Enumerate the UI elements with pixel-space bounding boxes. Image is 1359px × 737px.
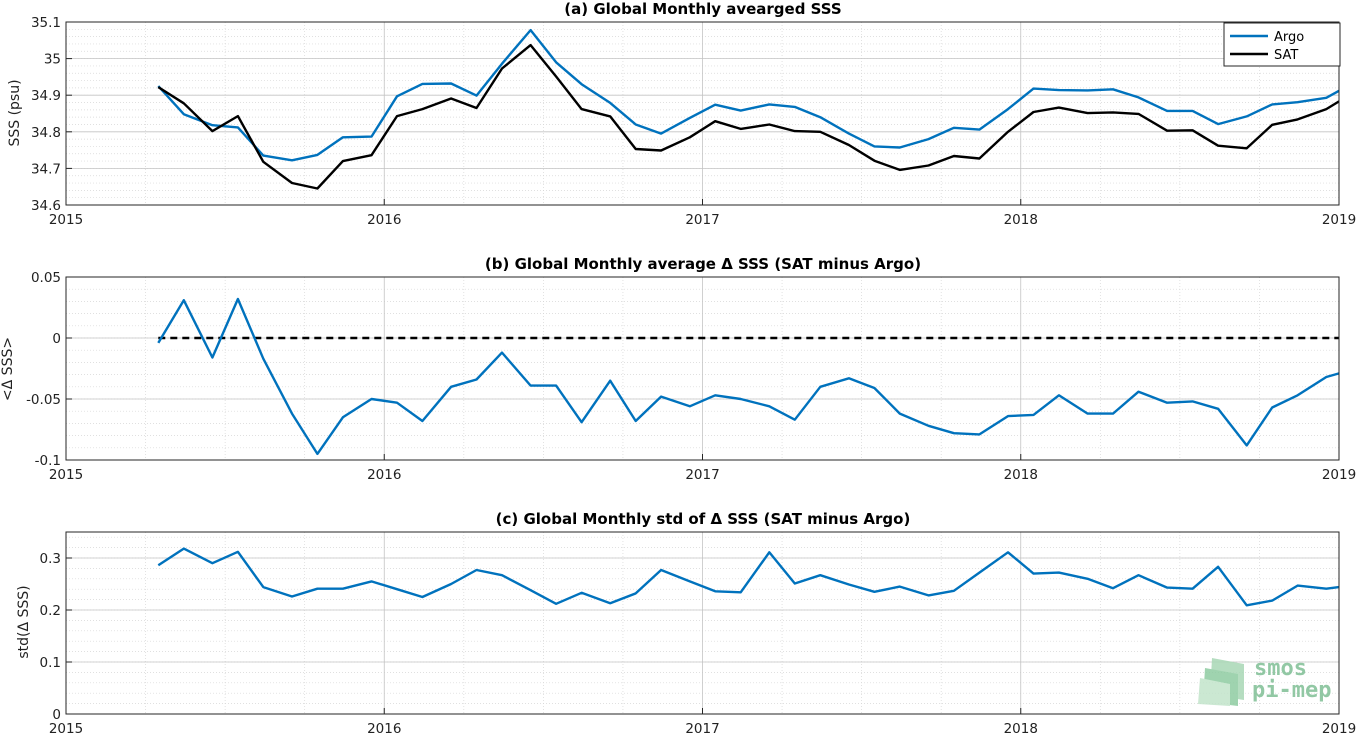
x-tick-label: 2019 (1322, 467, 1356, 483)
y-tick-label: 0.1 (40, 655, 61, 671)
panel-c-ylabel: std(Δ SSS) (16, 585, 32, 658)
series-line-panel-c (157, 547, 1340, 607)
x-tick-label: 2019 (1322, 212, 1356, 228)
panel-c-title: (c) Global Monthly std of Δ SSS (SAT min… (496, 510, 911, 528)
y-tick-label: 34.8 (31, 125, 61, 141)
y-tick-label: 0 (52, 707, 61, 723)
x-tick-label: 2018 (1004, 467, 1038, 483)
panel-c-std-delta-sss-chart: (c) Global Monthly std of Δ SSS (SAT min… (16, 510, 1356, 737)
y-tick-label: 34.9 (31, 88, 61, 104)
series-line-sat (157, 43, 1340, 190)
x-tick-label: 2016 (367, 721, 401, 737)
series-line-argo (157, 28, 1340, 162)
y-tick-label: -0.05 (26, 392, 61, 408)
x-tick-label: 2018 (1004, 212, 1038, 228)
x-tick-label: 2017 (685, 212, 719, 228)
panel-b-title: (b) Global Monthly average Δ SSS (SAT mi… (485, 255, 921, 273)
panel-a-sss-chart: (a) Global Monthly avearged SSS SSS (psu… (7, 0, 1356, 228)
y-tick-label: 34.7 (31, 161, 61, 177)
panel-a-ylabel: SSS (psu) (7, 79, 23, 146)
panel-b-delta-sss-chart: (b) Global Monthly average Δ SSS (SAT mi… (0, 255, 1356, 483)
x-tick-label: 2015 (49, 467, 83, 483)
legend-label-argo: Argo (1274, 30, 1304, 45)
panel-b-ylabel: <Δ SSS> (0, 337, 16, 401)
y-tick-label: 35 (44, 52, 61, 68)
x-tick-label: 2015 (49, 721, 83, 737)
x-tick-label: 2019 (1322, 721, 1356, 737)
legend-label-sat: SAT (1274, 48, 1298, 63)
x-tick-label: 2016 (367, 212, 401, 228)
logo-text-smos: smos (1254, 656, 1307, 681)
smos-pi-mep-logo: smos pi-mep (1198, 656, 1331, 706)
y-tick-label: 0 (52, 331, 61, 347)
y-tick-label: 35.1 (31, 15, 61, 31)
series-line-panel-b (157, 297, 1340, 456)
panel-a-title: (a) Global Monthly avearged SSS (564, 0, 841, 18)
x-tick-label: 2016 (367, 467, 401, 483)
logo-mark (1198, 658, 1244, 706)
y-tick-label: 34.6 (31, 198, 61, 214)
y-tick-label: 0.05 (31, 270, 61, 286)
legend-box (1223, 22, 1341, 67)
x-tick-label: 2017 (685, 721, 719, 737)
x-tick-label: 2015 (49, 212, 83, 228)
logo-text-pi-mep: pi-mep (1252, 678, 1331, 703)
x-tick-label: 2017 (685, 467, 719, 483)
y-tick-label: 0.3 (40, 551, 61, 567)
y-tick-label: 0.2 (40, 603, 61, 619)
legend: Argo SAT (1223, 22, 1341, 67)
x-tick-label: 2018 (1004, 721, 1038, 737)
y-tick-label: -0.1 (35, 453, 61, 469)
